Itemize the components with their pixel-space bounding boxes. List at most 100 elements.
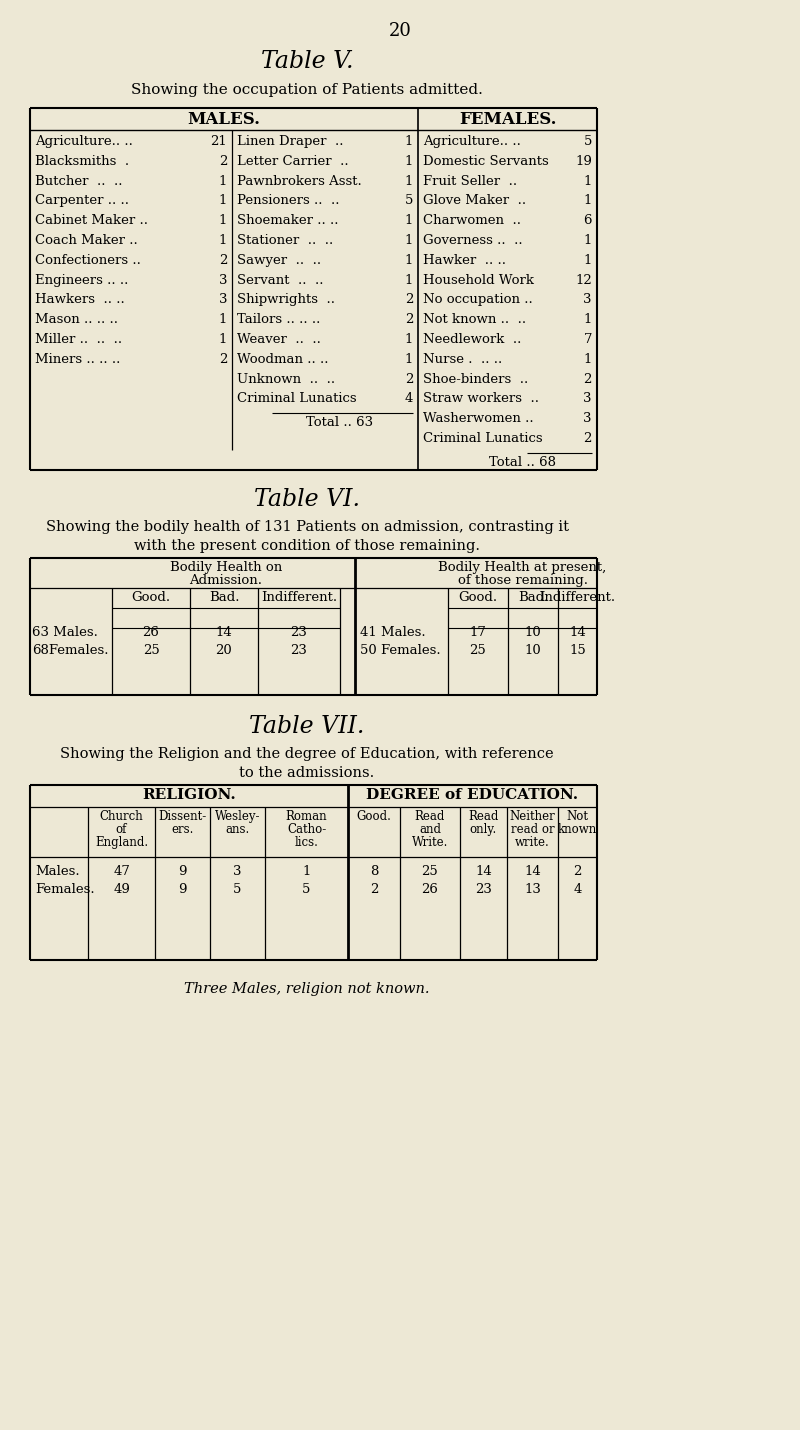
Text: 1: 1: [218, 194, 227, 207]
Text: 1: 1: [405, 235, 413, 247]
Text: 1: 1: [405, 154, 413, 167]
Text: Shoe-binders  ..: Shoe-binders ..: [423, 373, 533, 386]
Text: 1: 1: [405, 253, 413, 267]
Text: Unknown  ..  ..: Unknown .. ..: [237, 373, 339, 386]
Text: Tailors .. .. ..: Tailors .. .. ..: [237, 313, 325, 326]
Text: 14: 14: [216, 626, 232, 639]
Text: 26: 26: [142, 626, 159, 639]
Text: Dissent-: Dissent-: [158, 809, 206, 824]
Text: 1: 1: [405, 134, 413, 147]
Text: 3: 3: [218, 273, 227, 286]
Text: 68Females.: 68Females.: [32, 644, 109, 656]
Text: 20: 20: [216, 644, 232, 656]
Text: Good.: Good.: [458, 591, 498, 603]
Text: Bodily Health at present,: Bodily Health at present,: [438, 561, 606, 573]
Text: 1: 1: [405, 333, 413, 346]
Text: 1: 1: [218, 174, 227, 187]
Text: Showing the occupation of Patients admitted.: Showing the occupation of Patients admit…: [131, 83, 483, 97]
Text: Write.: Write.: [412, 837, 448, 849]
Text: 14: 14: [569, 626, 586, 639]
Text: of: of: [116, 824, 127, 837]
Text: 17: 17: [470, 626, 486, 639]
Text: 1: 1: [302, 865, 310, 878]
Text: 26: 26: [422, 882, 438, 897]
Text: 1: 1: [405, 214, 413, 227]
Text: 2: 2: [574, 865, 582, 878]
Text: Governess ..  ..: Governess .. ..: [423, 235, 527, 247]
Text: 4: 4: [405, 392, 413, 405]
Text: 9: 9: [178, 865, 186, 878]
Text: 1: 1: [218, 214, 227, 227]
Text: FEMALES.: FEMALES.: [458, 112, 556, 129]
Text: Church: Church: [100, 809, 143, 824]
Text: 5: 5: [234, 882, 242, 897]
Text: Indifferent.: Indifferent.: [539, 591, 615, 603]
Text: 5: 5: [405, 194, 413, 207]
Text: known: known: [558, 824, 597, 837]
Text: Sawyer  ..  ..: Sawyer .. ..: [237, 253, 326, 267]
Text: Total .. 68: Total .. 68: [489, 456, 556, 469]
Text: 1: 1: [405, 174, 413, 187]
Text: 2: 2: [218, 253, 227, 267]
Text: Weaver  ..  ..: Weaver .. ..: [237, 333, 325, 346]
Text: Linen Draper  ..: Linen Draper ..: [237, 134, 348, 147]
Text: 9: 9: [178, 882, 186, 897]
Text: 14: 14: [475, 865, 492, 878]
Text: Nurse .  .. ..: Nurse . .. ..: [423, 353, 506, 366]
Text: RELIGION.: RELIGION.: [142, 788, 236, 802]
Text: Not known ..  ..: Not known .. ..: [423, 313, 530, 326]
Text: 25: 25: [142, 644, 159, 656]
Text: Bodily Health on: Bodily Health on: [170, 561, 282, 573]
Text: 25: 25: [422, 865, 438, 878]
Text: Engineers .. ..: Engineers .. ..: [35, 273, 133, 286]
Text: Mason .. .. ..: Mason .. .. ..: [35, 313, 122, 326]
Text: 8: 8: [370, 865, 378, 878]
Text: 15: 15: [569, 644, 586, 656]
Text: 2: 2: [218, 154, 227, 167]
Text: read or: read or: [510, 824, 554, 837]
Text: 47: 47: [113, 865, 130, 878]
Text: Good.: Good.: [131, 591, 170, 603]
Text: 23: 23: [475, 882, 492, 897]
Text: 1: 1: [405, 353, 413, 366]
Text: Males.: Males.: [35, 865, 80, 878]
Text: Cabinet Maker ..: Cabinet Maker ..: [35, 214, 152, 227]
Text: MALES.: MALES.: [187, 112, 261, 129]
Text: Good.: Good.: [357, 809, 391, 824]
Text: 1: 1: [218, 235, 227, 247]
Text: 7: 7: [583, 333, 592, 346]
Text: and: and: [419, 824, 441, 837]
Text: 3: 3: [583, 293, 592, 306]
Text: Straw workers  ..: Straw workers ..: [423, 392, 543, 405]
Text: 19: 19: [575, 154, 592, 167]
Text: 1: 1: [218, 313, 227, 326]
Text: 1: 1: [584, 235, 592, 247]
Text: Table VI.: Table VI.: [254, 488, 360, 511]
Text: Neither: Neither: [510, 809, 555, 824]
Text: Agriculture.. ..: Agriculture.. ..: [35, 134, 137, 147]
Text: ans.: ans.: [226, 824, 250, 837]
Text: Catho-: Catho-: [287, 824, 326, 837]
Text: 2: 2: [218, 353, 227, 366]
Text: 63 Males.: 63 Males.: [32, 626, 98, 639]
Text: Pensioners ..  ..: Pensioners .. ..: [237, 194, 344, 207]
Text: ers.: ers.: [171, 824, 194, 837]
Text: 50 Females.: 50 Females.: [360, 644, 441, 656]
Text: 1: 1: [584, 253, 592, 267]
Text: Wesley-: Wesley-: [214, 809, 260, 824]
Text: Confectioners ..: Confectioners ..: [35, 253, 145, 267]
Text: with the present condition of those remaining.: with the present condition of those rema…: [134, 539, 480, 553]
Text: 3: 3: [234, 865, 242, 878]
Text: Pawnbrokers Asst.: Pawnbrokers Asst.: [237, 174, 362, 187]
Text: 1: 1: [584, 313, 592, 326]
Text: 21: 21: [210, 134, 227, 147]
Text: 41 Males.: 41 Males.: [360, 626, 426, 639]
Text: Criminal Lunatics: Criminal Lunatics: [423, 432, 547, 445]
Text: Letter Carrier  ..: Letter Carrier ..: [237, 154, 353, 167]
Text: 14: 14: [524, 865, 541, 878]
Text: 2: 2: [405, 373, 413, 386]
Text: Washerwomen ..: Washerwomen ..: [423, 412, 538, 425]
Text: 3: 3: [583, 412, 592, 425]
Text: 2: 2: [584, 373, 592, 386]
Text: Hawker  .. ..: Hawker .. ..: [423, 253, 510, 267]
